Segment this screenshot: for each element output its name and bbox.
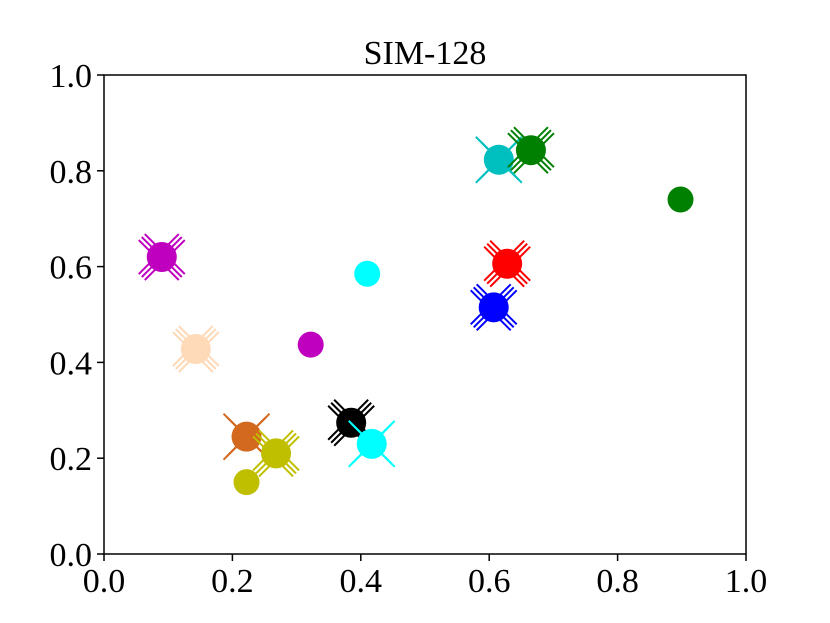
cross-stroke [178,325,220,367]
cross-stroke [354,426,396,468]
y-tick-label: 1.0 [50,58,93,95]
cross-stroke [354,420,396,462]
y-tick-label: 0.6 [50,250,93,287]
scatter-point [297,331,324,358]
cross-stroke [144,239,186,281]
x-tick-label: 0.4 [340,563,383,600]
data-points [138,126,694,496]
cross-stroke [489,240,531,282]
crossed-scatter-point [138,233,186,281]
cross-stroke [489,246,531,288]
cross-stroke [475,289,518,332]
scatter-point [233,469,260,496]
cross-stroke [513,126,555,168]
cross-stroke [178,331,220,373]
crossed-scatter-point [348,420,396,468]
y-tick-label: 0.2 [50,441,93,478]
crossed-scatter-point [252,429,300,478]
x-tick-label: 1.0 [725,563,768,600]
cross-stroke [258,435,300,478]
cross-stroke [258,429,300,472]
scatter-point [354,260,381,287]
cross-stroke [475,283,518,326]
cross-stroke [486,243,528,285]
cross-stroke [144,233,186,275]
crossed-scatter-point [507,126,555,174]
crossed-scatter-point [475,136,523,184]
cross-stroke [255,432,297,475]
y-tick-label: 0.8 [50,154,93,191]
y-tick-label: 0.0 [50,537,93,574]
cross-stroke [481,136,523,178]
cross-stroke [510,129,552,171]
cross-stroke [513,132,555,174]
chart-title: SIM-128 [364,35,487,72]
plot-frame [103,74,747,555]
cross-stroke [141,236,183,278]
cross-stroke [472,286,515,329]
crossed-scatter-point [483,240,531,288]
x-tick-label: 0.0 [83,563,126,600]
crossed-scatter-point [222,412,271,461]
axis-ticks: 0.0 0.2 0.4 0.6 0.8 1.0 0.0 0.2 0.4 0.6 0.8 1.0 [50,58,768,600]
y-tick-label: 0.4 [50,345,93,382]
x-tick-label: 0.8 [596,563,639,600]
crossed-scatter-point [469,283,518,332]
scatter-point [667,186,694,213]
cross-stroke [228,412,271,455]
crossed-scatter-point [172,325,220,373]
x-tick-label: 0.6 [468,563,511,600]
cross-stroke [175,328,217,370]
x-tick-label: 0.2 [211,563,254,600]
cross-stroke [481,142,523,184]
